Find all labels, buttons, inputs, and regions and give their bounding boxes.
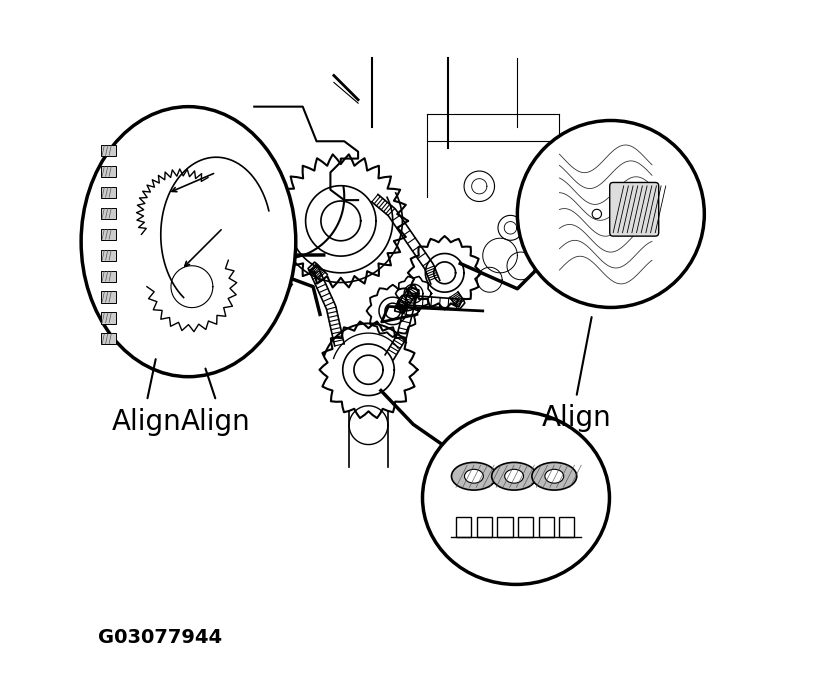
Circle shape <box>518 121 705 307</box>
FancyBboxPatch shape <box>518 517 533 537</box>
Text: Align: Align <box>542 404 611 432</box>
Ellipse shape <box>423 411 609 584</box>
Ellipse shape <box>545 469 564 483</box>
Ellipse shape <box>532 462 576 490</box>
FancyBboxPatch shape <box>538 517 554 537</box>
FancyBboxPatch shape <box>457 517 471 537</box>
Text: Align: Align <box>112 408 182 436</box>
FancyBboxPatch shape <box>102 292 117 302</box>
FancyBboxPatch shape <box>102 187 117 198</box>
Ellipse shape <box>492 462 537 490</box>
Ellipse shape <box>452 462 496 490</box>
Text: Align: Align <box>181 408 251 436</box>
FancyBboxPatch shape <box>102 229 117 240</box>
FancyBboxPatch shape <box>102 208 117 219</box>
Ellipse shape <box>81 107 296 377</box>
FancyBboxPatch shape <box>102 145 117 156</box>
FancyBboxPatch shape <box>102 313 117 323</box>
Text: G03077944: G03077944 <box>98 628 222 647</box>
FancyBboxPatch shape <box>559 517 574 537</box>
FancyBboxPatch shape <box>102 250 117 261</box>
FancyBboxPatch shape <box>102 271 117 281</box>
Ellipse shape <box>465 469 483 483</box>
Ellipse shape <box>504 469 523 483</box>
FancyBboxPatch shape <box>609 182 659 236</box>
FancyBboxPatch shape <box>102 334 117 344</box>
FancyBboxPatch shape <box>477 517 492 537</box>
FancyBboxPatch shape <box>102 166 117 177</box>
FancyBboxPatch shape <box>497 517 513 537</box>
